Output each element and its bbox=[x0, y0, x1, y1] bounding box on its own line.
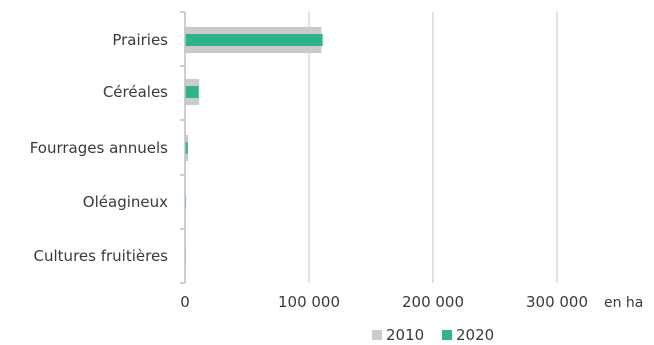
legend-label-2010: 2010 bbox=[386, 326, 424, 344]
gridlines bbox=[308, 12, 558, 283]
bars bbox=[185, 27, 323, 269]
bar-2020-1 bbox=[185, 86, 199, 98]
x-tick-label: 0 bbox=[180, 293, 190, 311]
x-tick-label: 100 000 bbox=[278, 293, 340, 311]
unit-label: en ha bbox=[604, 295, 643, 311]
category-label: Prairies bbox=[112, 31, 168, 49]
legend: 2010 2020 bbox=[372, 326, 494, 344]
category-label: Fourrages annuels bbox=[30, 139, 168, 157]
x-tick-label: 200 000 bbox=[402, 293, 464, 311]
x-tick-label: 300 000 bbox=[526, 293, 588, 311]
axes bbox=[180, 11, 186, 284]
legend-swatch-2020 bbox=[442, 330, 452, 340]
legend-swatch-2010 bbox=[372, 330, 382, 340]
category-label: Oléagineux bbox=[83, 193, 168, 211]
legend-label-2020: 2020 bbox=[456, 326, 494, 344]
bar-2020-0 bbox=[185, 34, 323, 46]
bar-2020-2 bbox=[185, 142, 188, 154]
tick-labels: 0 100 000 200 000 300 000 bbox=[180, 293, 588, 311]
category-label: Cultures fruitières bbox=[34, 247, 169, 265]
category-labels: Prairies Céréales Fourrages annuels Oléagin… bbox=[30, 31, 168, 265]
category-label: Céréales bbox=[103, 83, 168, 101]
